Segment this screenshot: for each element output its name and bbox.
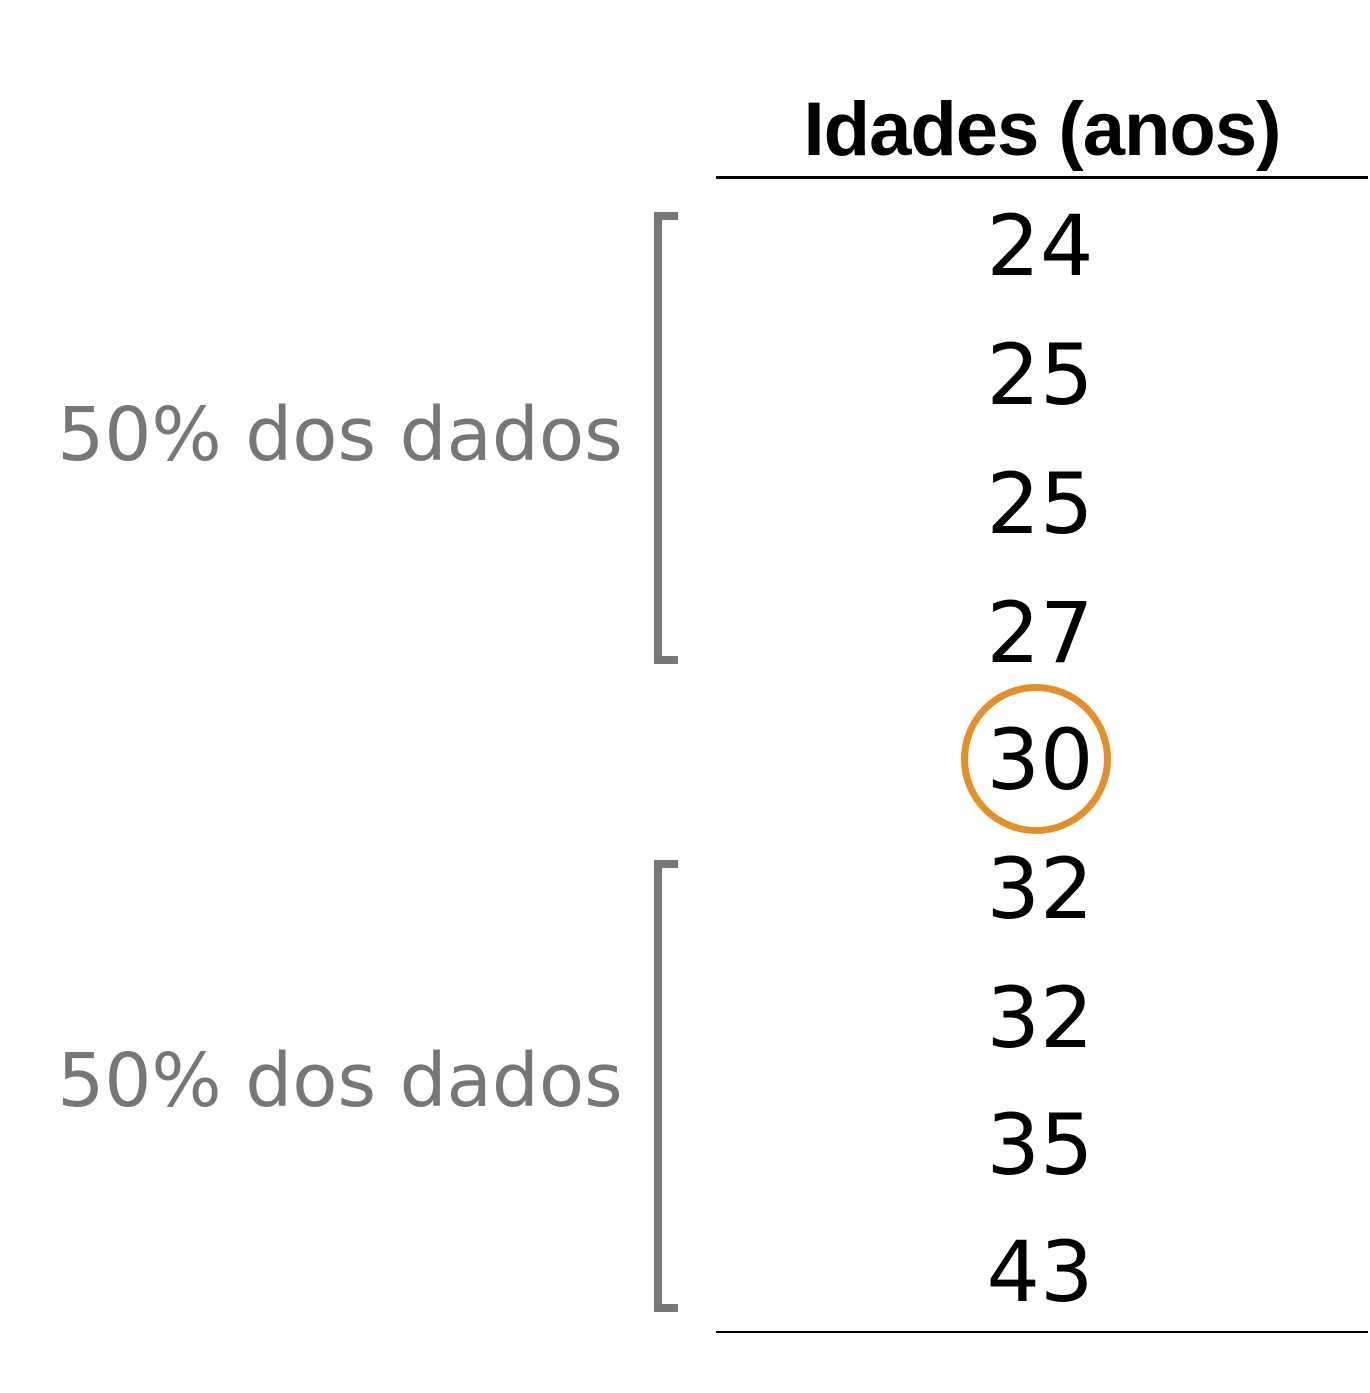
upper-half-label: 50% dos dados [57,392,623,478]
lower-half-bracket [654,860,678,1312]
median-circle [961,684,1111,834]
age-value: 43 [986,1223,1094,1321]
age-value: 24 [986,197,1094,295]
column-header: Idades (anos) [803,87,1282,172]
age-value: 32 [986,840,1094,938]
age-value: 25 [986,326,1094,424]
header-rule [716,176,1368,179]
footer-rule [716,1331,1368,1333]
age-value: 27 [986,584,1094,682]
age-value: 25 [986,455,1094,553]
age-value: 32 [986,969,1094,1067]
lower-half-label: 50% dos dados [57,1038,623,1124]
upper-half-bracket [654,212,678,664]
age-value: 35 [986,1096,1094,1194]
